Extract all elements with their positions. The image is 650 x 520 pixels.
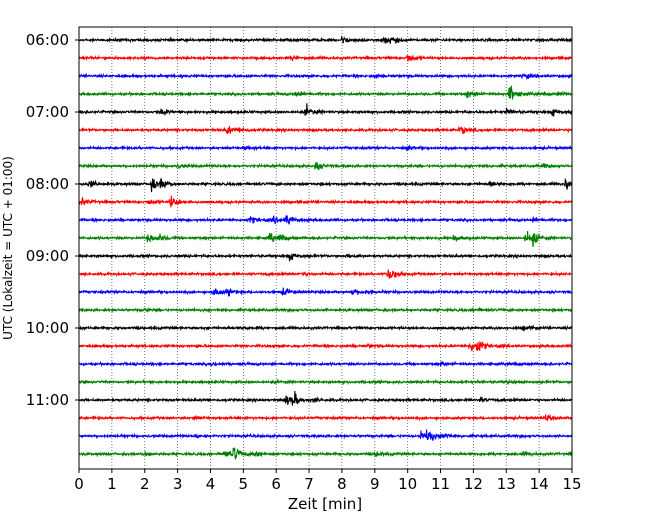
x-tick-label: 7 — [304, 475, 314, 493]
seismogram-trace-0815 — [78, 195, 573, 208]
seismogram-trace-0730 — [78, 144, 573, 152]
seismogram-trace-0830 — [78, 215, 573, 225]
seismogram-trace-0700 — [78, 103, 573, 117]
seismogram-trace-1030 — [78, 360, 573, 368]
seismogram-trace-0715 — [78, 125, 573, 135]
seismogram-trace-0945 — [78, 306, 573, 314]
seismogram-trace-1100 — [78, 391, 573, 406]
x-tick-label: 4 — [206, 475, 216, 493]
y-tick-label: 06:00 — [26, 31, 69, 49]
seismogram-trace-0900 — [78, 252, 573, 262]
seismogram-trace-0645 — [78, 85, 573, 100]
x-tick-label: 0 — [74, 475, 84, 493]
x-tick-label: 5 — [239, 475, 249, 493]
seismogram-trace-1145 — [78, 447, 573, 460]
x-tick-label: 1 — [107, 475, 117, 493]
x-axis-ticks: 0 1 2 3 4 5 6 7 8 9 10 11 12 13 14 15 — [74, 469, 582, 493]
y-tick-label: 10:00 — [26, 319, 69, 337]
x-tick-label: 14 — [530, 475, 549, 493]
y-axis-label: UTC (Lokalzeit = UTC + 01:00) — [1, 156, 15, 340]
seismogram-trace-0915 — [78, 269, 573, 279]
y-tick-label: 08:00 — [26, 175, 69, 193]
seismogram-trace-0845 — [78, 230, 573, 248]
seismogram-trace-1000 — [78, 324, 573, 332]
seismogram-trace-1015 — [78, 340, 573, 352]
y-axis-ticks: 06:00 07:00 08:00 09:00 10:00 11:00 — [26, 31, 79, 409]
x-tick-label: 9 — [370, 475, 380, 493]
y-tick-label: 11:00 — [26, 391, 69, 409]
seismogram-trace-0930 — [78, 287, 573, 297]
x-tick-label: 10 — [398, 475, 417, 493]
x-tick-label: 2 — [140, 475, 150, 493]
seismogram-trace-0800 — [78, 177, 573, 193]
seismogram-trace-0600 — [78, 35, 573, 44]
x-tick-label: 8 — [337, 475, 347, 493]
y-tick-label: 09:00 — [26, 247, 69, 265]
x-axis-label: Zeit [min] — [288, 495, 362, 513]
seismogram-trace-0745 — [78, 162, 573, 171]
seismogram-trace-1115 — [78, 414, 573, 422]
x-tick-label: 12 — [464, 475, 483, 493]
seismogram-trace-0630 — [78, 72, 573, 81]
seismogram-traces — [78, 35, 573, 460]
y-tick-label: 07:00 — [26, 103, 69, 121]
seismogram-trace-1045 — [78, 378, 573, 386]
seismogram-trace-0615 — [78, 54, 573, 62]
plot-frame — [78, 26, 573, 470]
x-tick-label: 11 — [431, 475, 450, 493]
plot-background — [79, 27, 572, 469]
x-tick-label: 13 — [497, 475, 516, 493]
x-tick-label: 15 — [562, 475, 581, 493]
x-tick-label: 6 — [271, 475, 281, 493]
x-tick-label: 3 — [173, 475, 183, 493]
seismogram-trace-1130 — [78, 429, 573, 441]
